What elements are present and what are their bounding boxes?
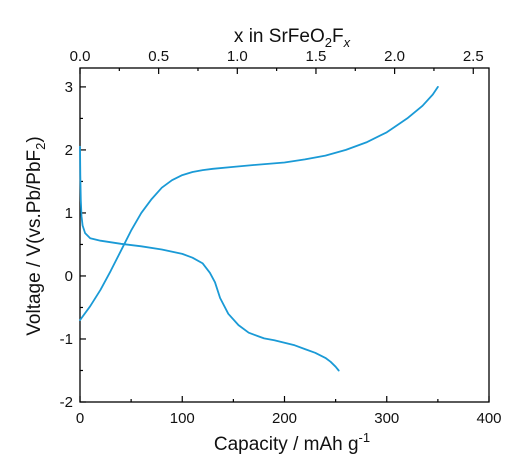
left-tick-label-5: 3 <box>65 79 73 96</box>
left-tick-label-2: 0 <box>65 268 73 285</box>
top-axis-title-sub2: x <box>343 35 351 50</box>
top-tick-label-1: 0.5 <box>148 48 169 65</box>
y-axis-title-main: Voltage / V(vs.Pb/PbF <box>24 150 45 336</box>
series-line-0 <box>79 145 340 372</box>
top-axis-title-mid: F <box>332 26 344 47</box>
bottom-tick-label-3: 300 <box>374 410 399 427</box>
top-tick-label-0: 0.0 <box>70 48 91 65</box>
y-axis-title: Voltage / V(vs.Pb/PbF2) <box>24 136 48 335</box>
top-tick-label-3: 1.5 <box>306 48 327 65</box>
top-tick-label-4: 2.0 <box>384 48 405 65</box>
y-axis-title-end: ) <box>24 136 45 142</box>
bottom-tick-label-4: 400 <box>476 410 501 427</box>
top-axis-title-sub1: 2 <box>325 35 332 50</box>
top-tick-label-5: 2.5 <box>463 48 484 65</box>
x-axis-title: Capacity / mAh g-1 <box>214 430 370 455</box>
plot-frame <box>79 67 490 403</box>
series-line-1 <box>79 86 439 322</box>
x-axis-title-main: Capacity / mAh g <box>214 434 359 455</box>
left-tick-label-4: 2 <box>65 142 73 159</box>
series-layer <box>79 86 439 372</box>
left-axis-ticks: -2 -1 0 1 2 3 <box>60 79 86 411</box>
bottom-tick-label-0: 0 <box>76 410 84 427</box>
bottom-tick-label-1: 100 <box>170 410 195 427</box>
top-tick-label-2: 1.0 <box>227 48 248 65</box>
left-tick-label-0: -2 <box>60 394 73 411</box>
x-axis-title-sup: -1 <box>359 430 371 445</box>
bottom-tick-label-2: 200 <box>272 410 297 427</box>
left-tick-label-1: -1 <box>60 331 73 348</box>
top-axis-title-prefix: x in SrFeO <box>234 26 325 47</box>
y-axis-title-sub: 2 <box>33 143 48 150</box>
top-axis-title: x in SrFeO2Fx <box>234 26 351 50</box>
left-tick-label-3: 1 <box>65 205 73 222</box>
bottom-axis-ticks: 0 100 200 300 400 <box>76 396 502 427</box>
top-axis-ticks: 0.0 0.5 1.0 1.5 2.0 2.5 <box>70 48 484 74</box>
